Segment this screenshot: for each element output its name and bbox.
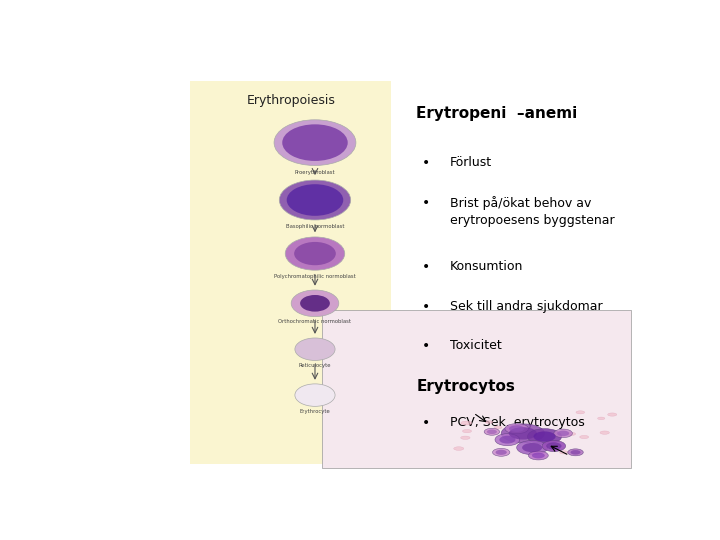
Text: Erythropoiesis: Erythropoiesis xyxy=(246,94,336,107)
Ellipse shape xyxy=(282,124,348,161)
Ellipse shape xyxy=(462,429,472,433)
Ellipse shape xyxy=(522,443,542,452)
Text: PCV, Sek. erytrocytos: PCV, Sek. erytrocytos xyxy=(450,416,585,429)
Text: •: • xyxy=(422,300,431,314)
Text: •: • xyxy=(422,156,431,170)
Ellipse shape xyxy=(454,447,464,450)
Ellipse shape xyxy=(528,429,562,444)
Ellipse shape xyxy=(295,338,335,360)
Ellipse shape xyxy=(484,428,500,435)
Text: Reticulocyte: Reticulocyte xyxy=(299,363,331,368)
Ellipse shape xyxy=(485,421,493,423)
Ellipse shape xyxy=(608,413,617,416)
Ellipse shape xyxy=(285,237,345,270)
Text: •: • xyxy=(422,339,431,353)
Ellipse shape xyxy=(461,421,472,425)
Ellipse shape xyxy=(542,441,566,451)
Ellipse shape xyxy=(517,441,548,455)
Ellipse shape xyxy=(505,423,528,434)
Ellipse shape xyxy=(580,435,589,438)
Ellipse shape xyxy=(487,429,497,434)
Ellipse shape xyxy=(279,180,351,220)
Ellipse shape xyxy=(509,427,537,440)
Text: Erythrocyte: Erythrocyte xyxy=(300,409,330,414)
Text: Brist på/ökat behov av
erytropoesens byggstenar: Brist på/ökat behov av erytropoesens byg… xyxy=(450,196,615,227)
Ellipse shape xyxy=(532,453,545,458)
Ellipse shape xyxy=(461,436,470,440)
Text: Förlust: Förlust xyxy=(450,156,492,169)
Text: Erytropeni  –anemi: Erytropeni –anemi xyxy=(416,106,577,122)
Ellipse shape xyxy=(495,434,520,445)
Ellipse shape xyxy=(559,451,569,454)
Text: •: • xyxy=(422,416,431,430)
Text: Sek till andra sjukdomar: Sek till andra sjukdomar xyxy=(450,300,603,313)
Text: Konsumtion: Konsumtion xyxy=(450,260,523,273)
Text: •: • xyxy=(422,260,431,274)
Text: •: • xyxy=(422,196,431,210)
Text: Basophilic normoblast: Basophilic normoblast xyxy=(286,224,344,229)
FancyBboxPatch shape xyxy=(322,310,631,468)
Ellipse shape xyxy=(492,448,510,456)
Ellipse shape xyxy=(546,442,562,450)
Ellipse shape xyxy=(495,450,507,455)
Ellipse shape xyxy=(509,426,524,432)
Ellipse shape xyxy=(534,431,556,442)
Ellipse shape xyxy=(528,451,548,460)
Ellipse shape xyxy=(568,449,583,456)
Text: Erytrocytos: Erytrocytos xyxy=(416,379,516,394)
Ellipse shape xyxy=(294,242,336,265)
FancyBboxPatch shape xyxy=(190,82,392,464)
Ellipse shape xyxy=(500,436,516,443)
Ellipse shape xyxy=(554,429,572,437)
Ellipse shape xyxy=(600,431,609,434)
Ellipse shape xyxy=(598,417,605,420)
Ellipse shape xyxy=(494,426,502,429)
Text: Toxicitet: Toxicitet xyxy=(450,339,502,352)
Ellipse shape xyxy=(567,433,575,435)
Text: Proerythroblast: Proerythroblast xyxy=(294,170,336,175)
Ellipse shape xyxy=(274,120,356,165)
Ellipse shape xyxy=(570,450,580,455)
Text: Polychromatophilic normoblast: Polychromatophilic normoblast xyxy=(274,274,356,279)
Text: Orthochromatic normoblast: Orthochromatic normoblast xyxy=(279,319,351,324)
Ellipse shape xyxy=(501,424,544,443)
Ellipse shape xyxy=(287,184,343,216)
Ellipse shape xyxy=(295,384,335,406)
Ellipse shape xyxy=(557,430,570,436)
Ellipse shape xyxy=(291,290,339,316)
Ellipse shape xyxy=(300,295,330,312)
Ellipse shape xyxy=(576,411,585,414)
